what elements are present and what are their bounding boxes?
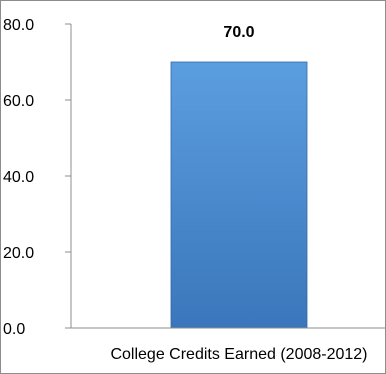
y-tick-label: 0.0 <box>3 321 25 338</box>
x-axis: College Credits Earned (2008-2012) <box>65 327 385 363</box>
y-tick-label: 60.0 <box>3 93 34 110</box>
bar <box>170 61 308 329</box>
y-axis: 0.0 20.0 40.0 60.0 80.0 <box>3 17 72 338</box>
y-tick-label: 80.0 <box>3 17 34 34</box>
y-tick-label: 20.0 <box>3 245 34 262</box>
bars: 70.0 <box>170 24 308 329</box>
x-category-label: College Credits Earned (2008-2012) <box>110 346 367 363</box>
y-tick-label: 40.0 <box>3 169 34 186</box>
bar-data-label: 70.0 <box>223 24 254 41</box>
